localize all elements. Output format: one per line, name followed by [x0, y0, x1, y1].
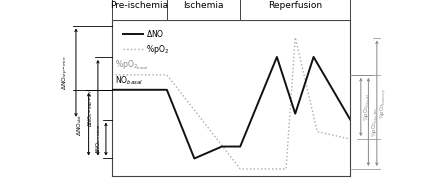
Text: %pO$_{2_{rep-set}}$: %pO$_{2_{rep-set}}$	[363, 93, 374, 121]
Text: $\Delta$NO$_{s-max-dif}$: $\Delta$NO$_{s-max-dif}$	[86, 89, 95, 127]
Text: NO$_{\mathit{basal}}$: NO$_{\mathit{basal}}$	[115, 74, 143, 87]
Text: $\Delta$NO$_{rep-min}$: $\Delta$NO$_{rep-min}$	[61, 55, 71, 90]
Text: Reperfusion: Reperfusion	[268, 1, 322, 10]
Text: $\Delta$NO$_{s-minre}$: $\Delta$NO$_{s-minre}$	[95, 124, 103, 154]
Text: Pre-ischemia: Pre-ischemia	[110, 1, 168, 10]
Text: %pO$_{2_{\mathit{basal}}}$: %pO$_{2_{\mathit{basal}}}$	[115, 58, 149, 72]
Text: $\Delta$NO$_{dist}$: $\Delta$NO$_{dist}$	[76, 113, 84, 135]
Legend: $\Delta$NO, %pO$_2$: $\Delta$NO, %pO$_2$	[120, 25, 173, 59]
Bar	[240, 0, 350, 20]
Text: %pO$_{2_{rep-max}}$: %pO$_{2_{rep-max}}$	[371, 107, 382, 137]
Bar	[112, 0, 167, 20]
Bar	[167, 0, 240, 20]
Text: Ischemia: Ischemia	[183, 1, 224, 10]
Text: %pO$_{2_{basal-rep}}$: %pO$_{2_{basal-rep}}$	[379, 88, 390, 119]
